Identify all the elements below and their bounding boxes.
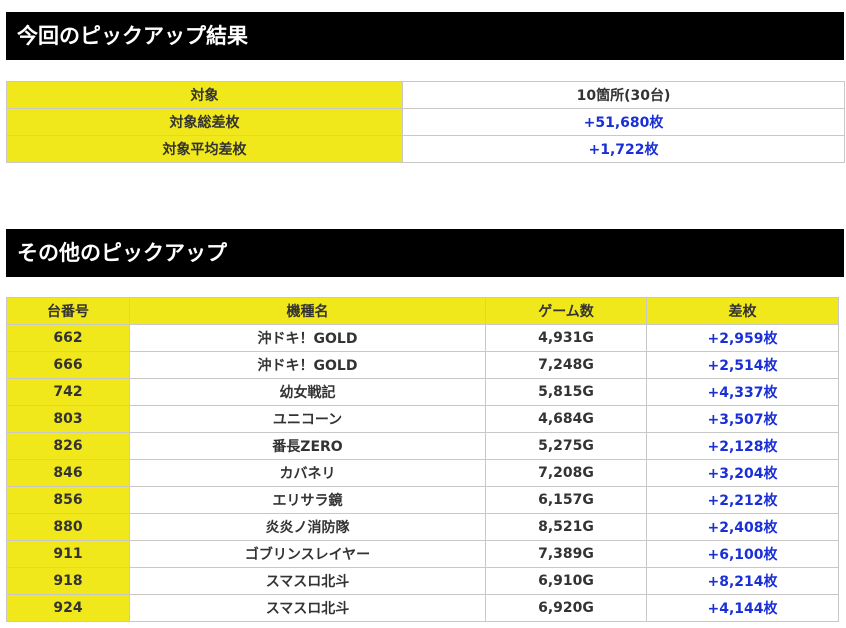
table-row: 対象総差枚 +51,680枚 <box>6 108 845 136</box>
diff-cell: +6,100枚 <box>646 540 839 568</box>
table-row: 911 ゴブリンスレイヤー 7,389G +6,100枚 <box>6 540 839 568</box>
machine-name-cell: ユニコーン <box>129 405 486 433</box>
table-row: 666 沖ドキ！GOLD 7,248G +2,514枚 <box>6 351 839 379</box>
machine-name-cell: 沖ドキ！GOLD <box>129 324 486 352</box>
machine-number-cell: 924 <box>6 594 130 622</box>
games-cell: 6,157G <box>485 486 647 514</box>
diff-cell: +2,408枚 <box>646 513 839 541</box>
machine-name-cell: 炎炎ノ消防隊 <box>129 513 486 541</box>
total-diff-label: 対象総差枚 <box>6 108 403 136</box>
machine-name-cell: 番長ZERO <box>129 432 486 460</box>
machine-number-cell: 803 <box>6 405 130 433</box>
table-row: 826 番長ZERO 5,275G +2,128枚 <box>6 432 839 460</box>
games-cell: 5,275G <box>485 432 647 460</box>
column-header-machine-name: 機種名 <box>129 297 486 325</box>
table-row: 924 スマスロ北斗 6,920G +4,144枚 <box>6 594 839 622</box>
diff-cell: +8,214枚 <box>646 567 839 595</box>
diff-cell: +2,959枚 <box>646 324 839 352</box>
diff-cell: +4,144枚 <box>646 594 839 622</box>
target-value: 10箇所(30台) <box>402 81 845 109</box>
diff-cell: +2,128枚 <box>646 432 839 460</box>
table-row: 対象平均差枚 +1,722枚 <box>6 135 845 163</box>
machine-name-cell: スマスロ北斗 <box>129 594 486 622</box>
column-header-diff: 差枚 <box>646 297 839 325</box>
diff-cell: +2,212枚 <box>646 486 839 514</box>
table-row: 856 エリサラ鏡 6,157G +2,212枚 <box>6 486 839 514</box>
pickup-result-heading: 今回のピックアップ結果 <box>6 12 844 60</box>
table-header-row: 台番号 機種名 ゲーム数 差枚 <box>6 297 839 325</box>
diff-cell: +2,514枚 <box>646 351 839 379</box>
column-header-games: ゲーム数 <box>485 297 647 325</box>
pickup-result-table: 対象 10箇所(30台) 対象総差枚 +51,680枚 対象平均差枚 +1,72… <box>6 81 845 163</box>
table-row: 846 カバネリ 7,208G +3,204枚 <box>6 459 839 487</box>
machine-name-cell: ゴブリンスレイヤー <box>129 540 486 568</box>
games-cell: 6,920G <box>485 594 647 622</box>
machine-number-cell: 662 <box>6 324 130 352</box>
machine-name-cell: カバネリ <box>129 459 486 487</box>
machine-name-cell: 沖ドキ！GOLD <box>129 351 486 379</box>
diff-cell: +4,337枚 <box>646 378 839 406</box>
other-pickup-table: 台番号 機種名 ゲーム数 差枚 662 沖ドキ！GOLD 4,931G +2,959枚… <box>6 297 839 622</box>
table-row: 対象 10箇所(30台) <box>6 81 845 109</box>
target-label: 対象 <box>6 81 403 109</box>
machine-name-cell: 幼女戦記 <box>129 378 486 406</box>
avg-diff-value: +1,722枚 <box>402 135 845 163</box>
table-row: 918 スマスロ北斗 6,910G +8,214枚 <box>6 567 839 595</box>
column-header-machine-number: 台番号 <box>6 297 130 325</box>
games-cell: 4,931G <box>485 324 647 352</box>
machine-number-cell: 666 <box>6 351 130 379</box>
machine-number-cell: 826 <box>6 432 130 460</box>
avg-diff-label: 対象平均差枚 <box>6 135 403 163</box>
diff-cell: +3,507枚 <box>646 405 839 433</box>
machine-number-cell: 880 <box>6 513 130 541</box>
table-row: 742 幼女戦記 5,815G +4,337枚 <box>6 378 839 406</box>
diff-cell: +3,204枚 <box>646 459 839 487</box>
table-row: 803 ユニコーン 4,684G +3,507枚 <box>6 405 839 433</box>
games-cell: 4,684G <box>485 405 647 433</box>
games-cell: 7,248G <box>485 351 647 379</box>
machine-name-cell: エリサラ鏡 <box>129 486 486 514</box>
games-cell: 7,208G <box>485 459 647 487</box>
machine-number-cell: 856 <box>6 486 130 514</box>
games-cell: 8,521G <box>485 513 647 541</box>
machine-name-cell: スマスロ北斗 <box>129 567 486 595</box>
machine-number-cell: 911 <box>6 540 130 568</box>
other-pickup-heading: その他のピックアップ <box>6 229 844 277</box>
machine-number-cell: 742 <box>6 378 130 406</box>
machine-number-cell: 846 <box>6 459 130 487</box>
total-diff-value: +51,680枚 <box>402 108 845 136</box>
games-cell: 6,910G <box>485 567 647 595</box>
table-row: 880 炎炎ノ消防隊 8,521G +2,408枚 <box>6 513 839 541</box>
machine-number-cell: 918 <box>6 567 130 595</box>
games-cell: 7,389G <box>485 540 647 568</box>
table-row: 662 沖ドキ！GOLD 4,931G +2,959枚 <box>6 324 839 352</box>
games-cell: 5,815G <box>485 378 647 406</box>
